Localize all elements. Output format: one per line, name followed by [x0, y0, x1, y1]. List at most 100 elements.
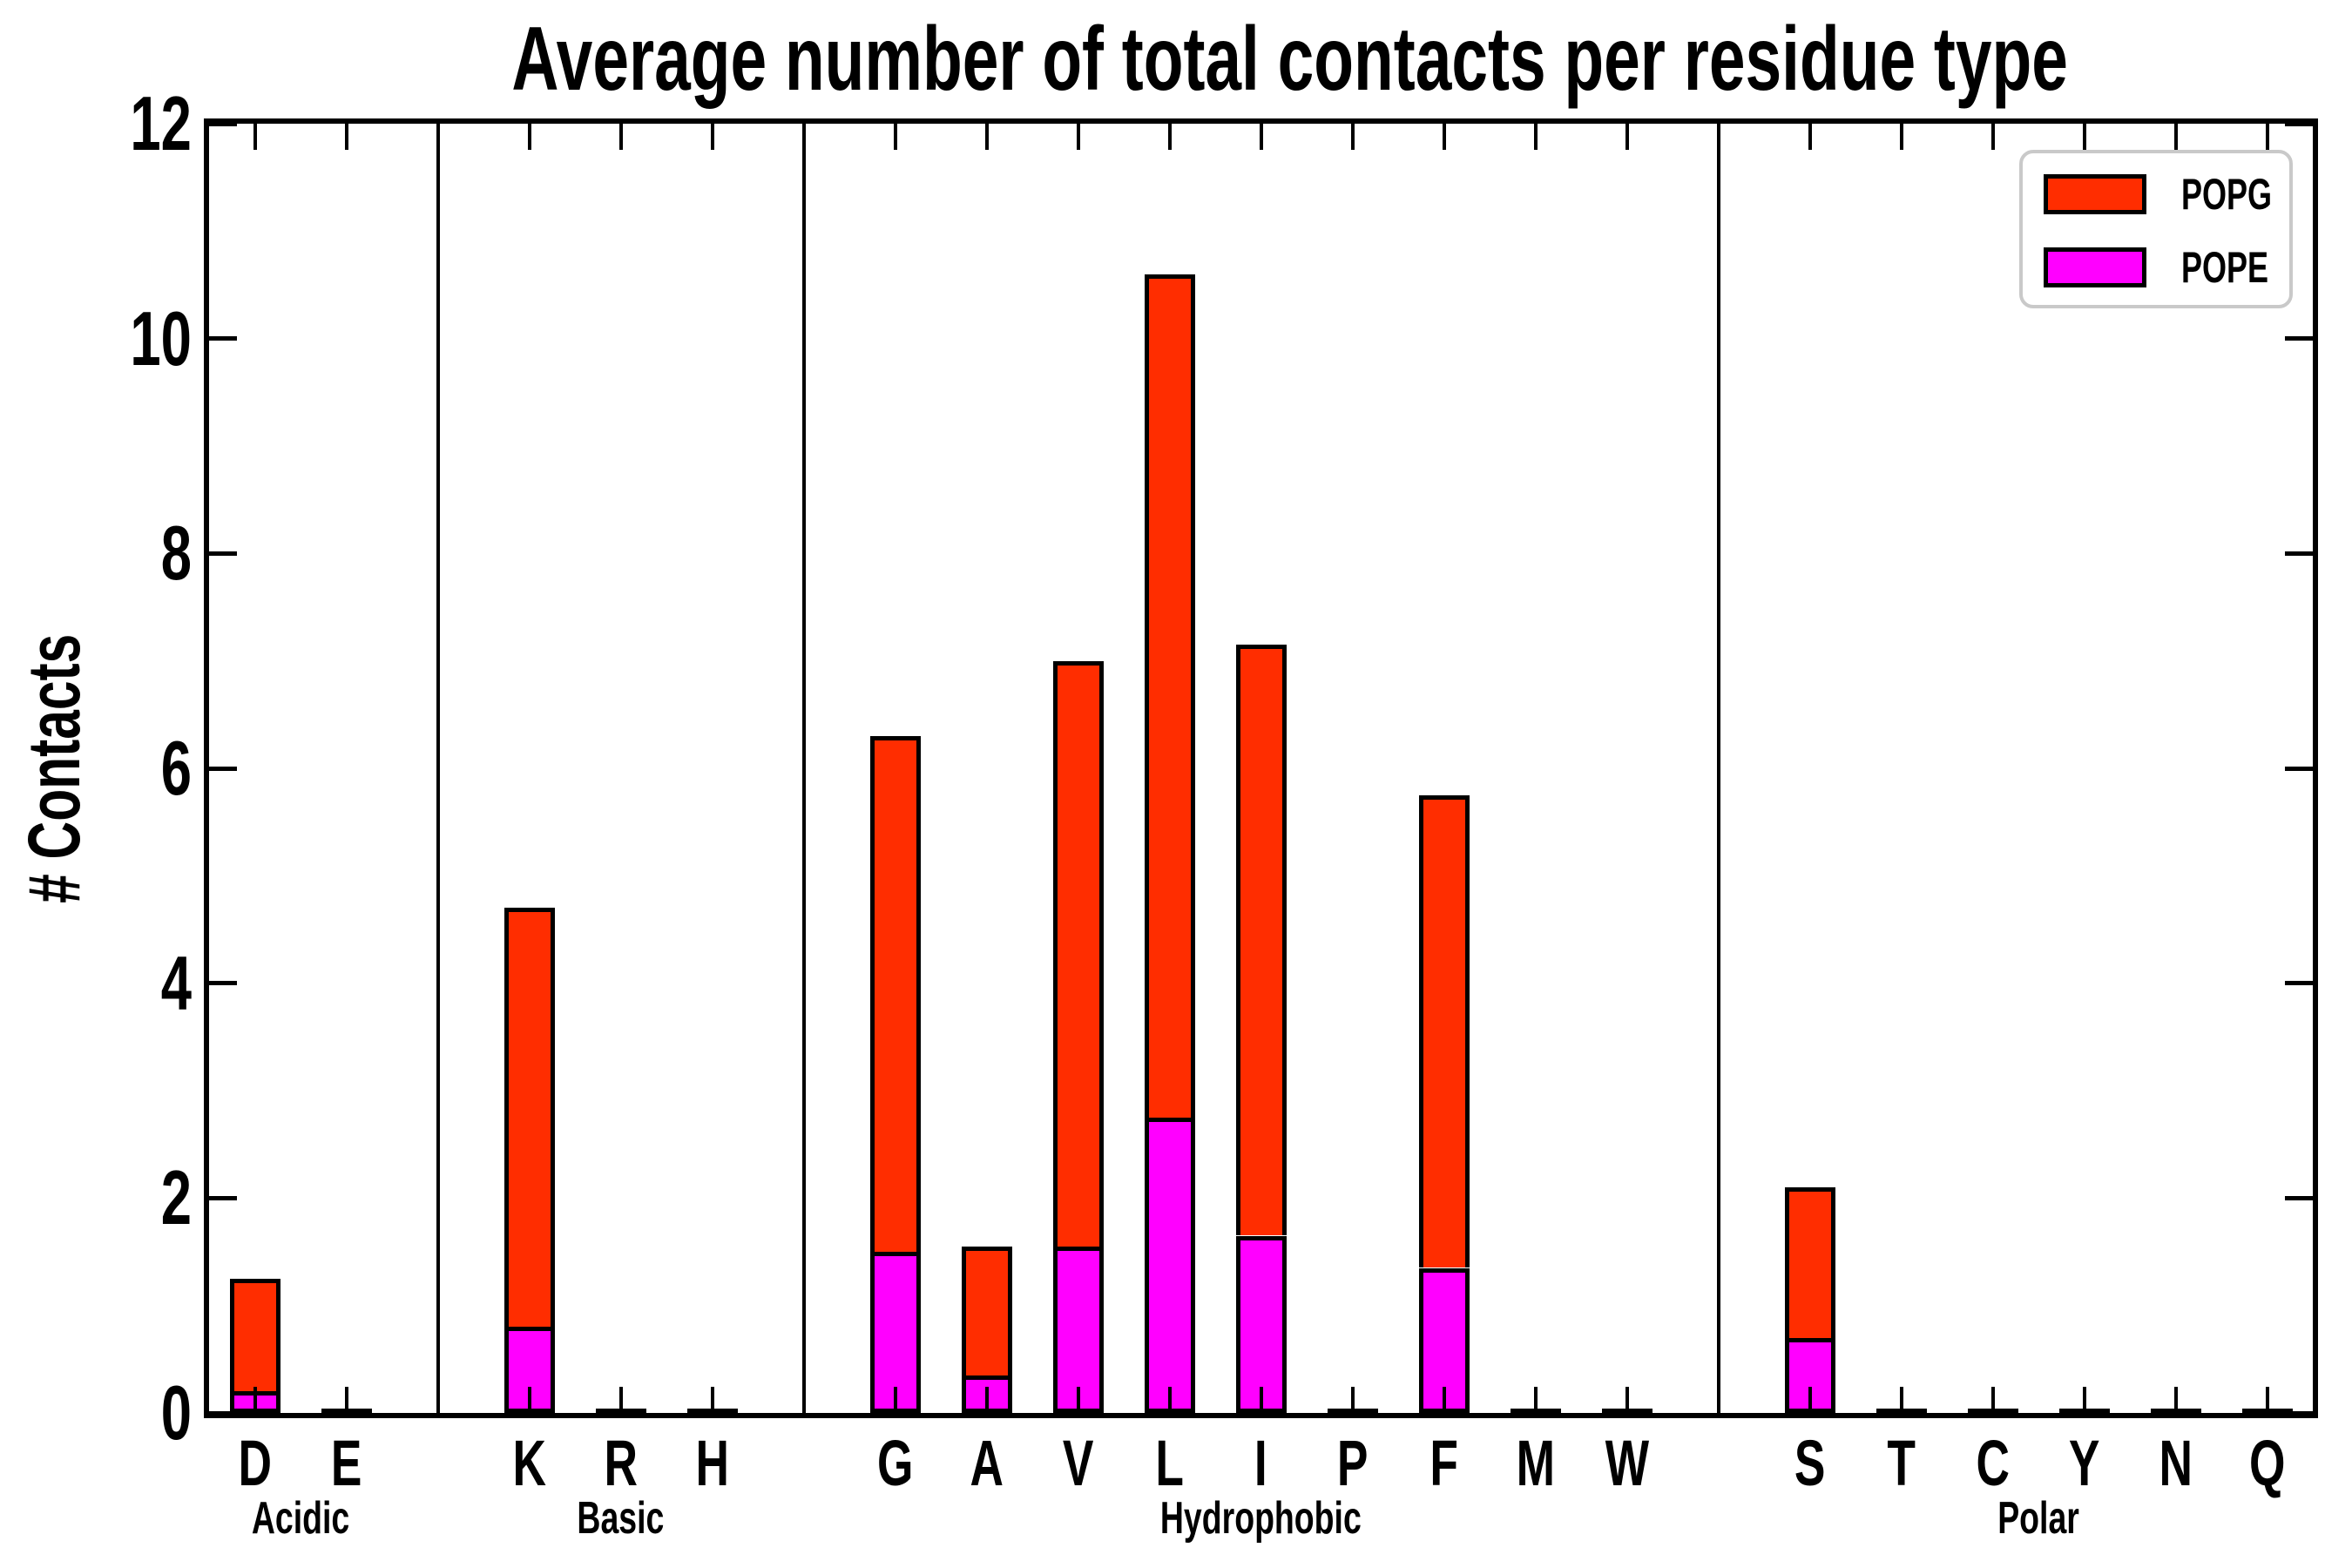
x-tick-mark-bottom-L — [1167, 1387, 1172, 1413]
x-tick-mark-bottom-E — [344, 1387, 348, 1413]
y-tick-mark-right — [2285, 121, 2313, 126]
chart-title: Average number of total contacts per res… — [209, 14, 2313, 105]
x-tick-label-E: E — [301, 1430, 393, 1497]
x-tick-mark-bottom-H — [710, 1387, 714, 1413]
y-tick-mark-right — [2285, 981, 2313, 986]
group-divider — [436, 124, 440, 1413]
group-label-basic: Basic — [360, 1495, 882, 1542]
x-tick-label-I: I — [1215, 1430, 1308, 1497]
x-tick-mark-top-L — [1167, 124, 1172, 150]
x-tick-mark-top-T — [1899, 124, 1903, 150]
x-tick-mark-bottom-G — [893, 1387, 897, 1413]
x-tick-mark-top-P — [1350, 124, 1355, 150]
x-tick-mark-top-R — [618, 124, 623, 150]
y-tick-label-text: 6 — [160, 725, 192, 811]
y-tick-mark-left — [209, 766, 237, 771]
x-tick-mark-bottom-V — [1076, 1387, 1080, 1413]
bar-I-pope — [1235, 1235, 1287, 1413]
bar-L-popg — [1144, 274, 1195, 1118]
y-tick-mark-right — [2285, 766, 2313, 771]
x-tick-mark-top-D — [253, 124, 257, 150]
x-tick-mark-bottom-S — [1808, 1387, 1812, 1413]
y-tick-mark-left — [209, 121, 237, 126]
x-tick-mark-top-W — [1625, 124, 1629, 150]
y-tick-label-text: 10 — [130, 294, 192, 382]
legend: POPG POPE — [2019, 150, 2293, 308]
x-tick-mark-top-V — [1076, 124, 1080, 150]
x-tick-label-R: R — [575, 1430, 667, 1497]
x-tick-mark-top-C — [1990, 124, 1995, 150]
x-tick-label-F: F — [1398, 1430, 1490, 1497]
bar-G-popg — [869, 736, 921, 1252]
x-tick-mark-bottom-N — [2173, 1387, 2178, 1413]
x-tick-mark-bottom-A — [984, 1387, 989, 1413]
x-tick-label-A: A — [941, 1430, 1033, 1497]
chart-title-text: Average number of total contacts per res… — [511, 9, 2068, 110]
x-tick-label-T: T — [1855, 1430, 1948, 1497]
group-label-text: Basic — [577, 1493, 665, 1544]
x-tick-label-text: A — [970, 1427, 1004, 1499]
x-tick-mark-top-F — [1442, 124, 1446, 150]
y-tick-mark-left — [209, 336, 237, 341]
x-tick-mark-bottom-R — [618, 1387, 623, 1413]
x-tick-label-text: G — [876, 1427, 914, 1499]
x-tick-label-W: W — [1581, 1430, 1673, 1497]
group-divider — [801, 124, 806, 1413]
x-tick-mark-top-K — [527, 124, 531, 150]
group-divider — [1716, 124, 1720, 1413]
y-tick-mark-left — [209, 551, 237, 556]
x-tick-label-text: T — [1887, 1427, 1916, 1499]
bar-F-popg — [1418, 794, 1470, 1268]
bar-A-popg — [961, 1246, 1012, 1375]
x-tick-mark-bottom-W — [1625, 1387, 1629, 1413]
x-tick-mark-bottom-Q — [2265, 1387, 2269, 1413]
bar-S-popg — [1784, 1187, 1835, 1338]
legend-label-pope: POPE — [2181, 243, 2269, 292]
x-tick-mark-bottom-D — [253, 1387, 257, 1413]
x-tick-mark-bottom-F — [1442, 1387, 1446, 1413]
x-tick-label-text: F — [1429, 1427, 1458, 1499]
x-tick-mark-top-Q — [2265, 124, 2269, 150]
y-tick-label-0: 0 — [35, 1374, 192, 1452]
bar-I-popg — [1235, 645, 1287, 1236]
bar-V-pope — [1052, 1246, 1104, 1413]
x-tick-label-text: V — [1062, 1427, 1094, 1499]
x-tick-mark-top-Y — [2082, 124, 2086, 150]
x-tick-mark-top-A — [984, 124, 989, 150]
x-tick-mark-top-N — [2173, 124, 2178, 150]
x-tick-label-text: I — [1254, 1427, 1267, 1499]
group-label-text: Polar — [1997, 1493, 2079, 1544]
x-tick-mark-top-H — [710, 124, 714, 150]
x-tick-label-D: D — [209, 1430, 301, 1497]
x-tick-label-Q: Q — [2221, 1430, 2314, 1497]
y-tick-mark-right — [2285, 336, 2313, 341]
group-label-text: Hydrophobic — [1160, 1493, 1362, 1544]
x-tick-label-L: L — [1124, 1430, 1216, 1497]
y-tick-label-text: 0 — [160, 1369, 192, 1456]
x-tick-mark-bottom-T — [1899, 1387, 1903, 1413]
y-tick-label-8: 8 — [35, 514, 192, 592]
x-tick-label-text: W — [1605, 1427, 1649, 1499]
x-tick-label-text: P — [1336, 1427, 1369, 1499]
x-tick-label-text: Q — [2248, 1427, 2286, 1499]
x-tick-label-G: G — [849, 1430, 942, 1497]
bar-V-popg — [1052, 660, 1104, 1247]
x-tick-label-text: S — [1794, 1427, 1826, 1499]
y-tick-label-text: 4 — [160, 939, 192, 1026]
x-tick-label-M: M — [1490, 1430, 1582, 1497]
bar-D-popg — [229, 1278, 280, 1392]
legend-swatch-pope — [2044, 247, 2146, 287]
x-tick-label-text: R — [604, 1427, 638, 1499]
y-tick-label-4: 4 — [35, 939, 192, 1026]
x-tick-label-text: L — [1155, 1427, 1184, 1499]
x-tick-label-S: S — [1764, 1430, 1856, 1497]
y-tick-label-text: 8 — [160, 510, 192, 597]
x-tick-mark-top-G — [893, 124, 897, 150]
group-label-polar: Polar — [1777, 1495, 2300, 1542]
x-tick-label-K: K — [483, 1430, 576, 1497]
x-tick-mark-bottom-I — [1259, 1387, 1263, 1413]
x-tick-label-text: M — [1516, 1427, 1555, 1499]
y-tick-label-10: 10 — [35, 294, 192, 382]
x-tick-label-text: C — [1976, 1427, 2010, 1499]
